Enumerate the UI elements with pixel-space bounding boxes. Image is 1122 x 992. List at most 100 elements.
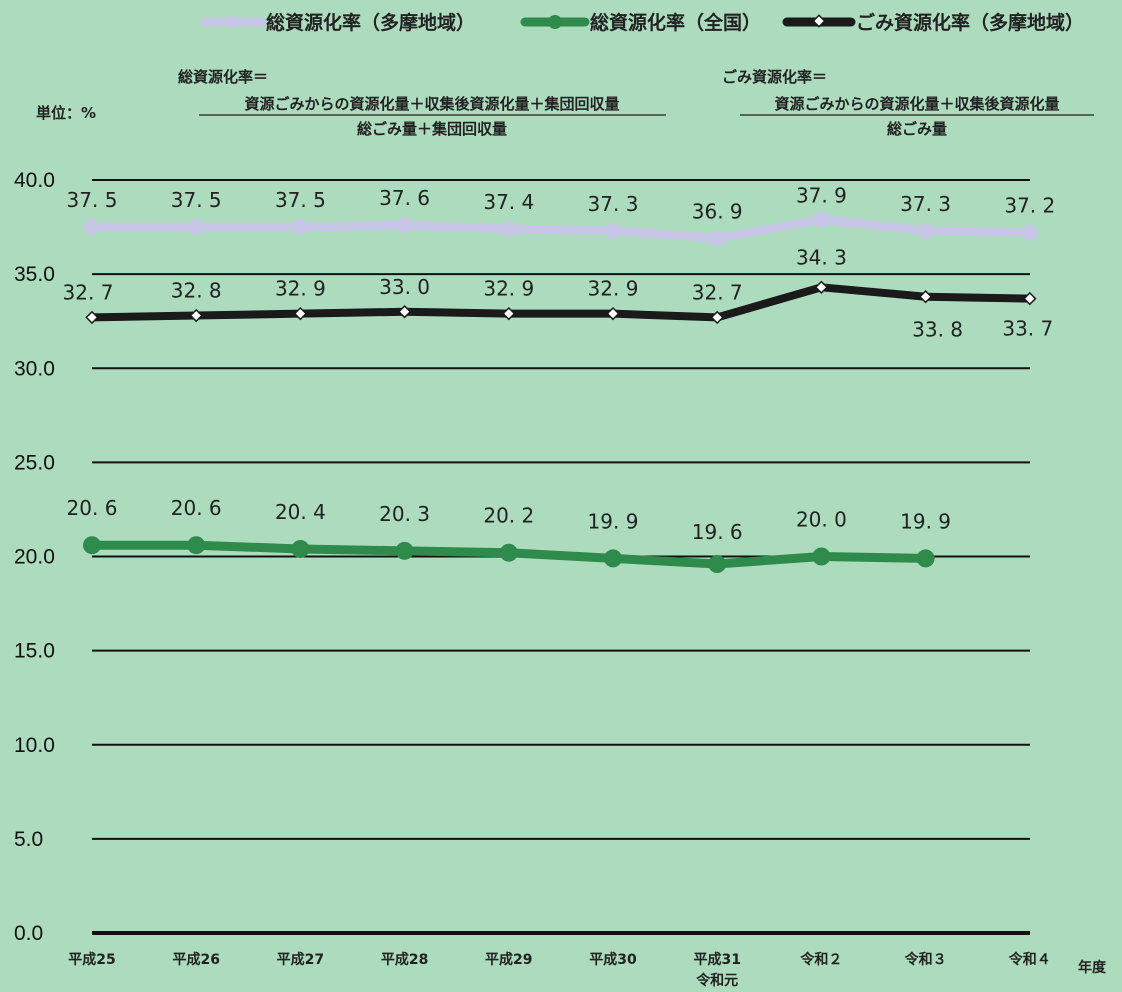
formula-waste-resource-rate: ごみ資源化率＝ 資源ごみからの資源化量＋収集後資源化量 総ごみ量	[722, 68, 1094, 138]
data-label-tama-waste: 32. 7	[63, 280, 114, 304]
data-label-national: 20. 0	[796, 508, 847, 532]
data-label-tama-waste: 32. 8	[171, 279, 222, 303]
data-label-tama-waste: 32. 9	[483, 277, 534, 301]
formula-denominator: 総ごみ量＋集団回収量	[357, 120, 507, 138]
x-tick-label: 令和２	[799, 951, 842, 968]
data-point-national	[812, 547, 831, 566]
y-tick-label: 5.0	[14, 828, 43, 851]
data-label-tama-total: 37. 6	[379, 186, 430, 210]
data-point-tama-waste	[710, 310, 724, 325]
data-labels: 37. 5 37. 5 37. 5 37. 6 37. 4 37. 3 36. 9 37. 9…	[63, 184, 1056, 544]
data-label-tama-waste: 34. 3	[796, 245, 847, 269]
data-point-tama-waste	[1023, 291, 1037, 306]
y-tick-label: 30.0	[14, 357, 55, 380]
data-label-national: 19. 9	[588, 509, 639, 533]
data-label-national: 20. 6	[171, 496, 222, 520]
data-point-tama-waste	[85, 310, 99, 325]
x-tick-label: 平成25	[68, 951, 115, 968]
data-label-national: 20. 4	[275, 500, 326, 524]
data-point-tama-waste	[918, 289, 933, 304]
legend-marker-tama-waste	[812, 14, 826, 28]
data-label-tama-waste: 33. 7	[1002, 317, 1053, 341]
data-label-national: 19. 9	[900, 509, 951, 533]
data-point-tama-waste	[189, 308, 203, 323]
data-point-tama-total	[709, 230, 726, 247]
data-label-tama-total: 37. 5	[171, 188, 222, 212]
data-point-tama-total	[813, 211, 830, 228]
y-tick-label: 40.0	[14, 169, 55, 192]
legend-label-tama-waste: ごみ資源化率（多摩地域）	[856, 11, 1084, 34]
y-tick-label: 20.0	[14, 546, 55, 569]
x-axis-unit: 年度	[1078, 959, 1107, 976]
x-tick-label: 平成30	[589, 951, 637, 968]
formula-title: ごみ資源化率＝	[722, 68, 827, 86]
data-label-tama-waste: 32. 9	[275, 277, 326, 301]
legend-marker-tama-total	[227, 16, 239, 28]
data-point-tama-total	[1021, 224, 1038, 241]
data-label-national: 19. 6	[692, 520, 743, 544]
x-tick-label: 平成28	[381, 951, 428, 968]
data-point-national	[708, 555, 727, 574]
y-tick-label: 0.0	[14, 922, 43, 945]
data-label-tama-total: 37. 4	[483, 190, 534, 214]
data-point-national	[83, 536, 101, 555]
data-point-tama-total	[605, 222, 621, 239]
data-point-national	[604, 549, 622, 568]
data-label-tama-total: 37. 5	[67, 188, 118, 212]
data-label-tama-total: 37. 5	[275, 188, 326, 212]
data-label-tama-waste: 32. 7	[692, 280, 743, 304]
series-line-tama-waste	[88, 283, 1034, 322]
x-axis-ticks: 平成25 平成26 平成27 平成28 平成29 平成30 平成31 令和元 令和２ 令和３ 令和４	[68, 951, 1051, 989]
data-label-tama-total: 37. 3	[588, 192, 639, 216]
data-point-tama-waste	[606, 306, 620, 321]
data-label-tama-total: 37. 2	[1004, 194, 1055, 218]
series	[83, 211, 1038, 574]
x-tick-sublabel: 令和元	[695, 972, 738, 989]
series-line-tama-total	[87, 215, 1035, 243]
formula-numerator: 資源ごみからの資源化量＋収集後資源化量＋集団回収量	[244, 95, 619, 113]
data-label-tama-total: 37. 3	[900, 192, 951, 216]
data-point-national	[395, 541, 414, 560]
data-point-national	[916, 549, 935, 568]
formula-total-resource-rate: 総資源化率＝ 資源ごみからの資源化量＋収集後資源化量＋集団回収量 総ごみ量＋集団…	[178, 68, 666, 138]
x-tick-label: 平成27	[277, 951, 324, 968]
unit-label: 単位：%	[36, 104, 96, 122]
data-point-tama-total	[84, 219, 100, 236]
x-tick-label: 平成26	[172, 951, 219, 968]
data-label-tama-waste: 33. 8	[912, 318, 963, 342]
data-label-tama-total: 36. 9	[692, 199, 743, 223]
y-tick-label: 25.0	[14, 451, 55, 474]
formula-denominator: 総ごみ量	[887, 120, 947, 138]
data-point-tama-waste	[502, 306, 516, 321]
formula-title: 総資源化率＝	[178, 68, 268, 86]
formula-numerator: 資源ごみからの資源化量＋収集後資源化量	[774, 95, 1059, 113]
data-label-national: 20. 2	[483, 504, 534, 528]
data-point-tama-waste	[814, 280, 829, 295]
x-tick-label: 令和４	[1008, 951, 1051, 968]
x-tick-label: 平成29	[485, 951, 532, 968]
y-tick-label: 35.0	[14, 263, 55, 286]
data-label-tama-waste: 33. 0	[379, 275, 430, 299]
legend-label-national: 総資源化率（全国）	[590, 11, 761, 34]
legend-marker-national	[548, 15, 562, 29]
x-tick-label: 平成31	[693, 951, 740, 968]
data-point-tama-total	[188, 219, 205, 236]
data-point-tama-waste	[397, 305, 412, 319]
data-point-national	[291, 539, 310, 558]
data-point-tama-total	[500, 220, 517, 237]
data-label-national: 20. 6	[67, 496, 118, 520]
data-label-tama-total: 37. 9	[796, 184, 847, 208]
data-point-national	[499, 543, 518, 562]
y-tick-label: 10.0	[14, 734, 55, 757]
data-label-tama-waste: 32. 9	[588, 277, 639, 301]
data-label-national: 20. 3	[379, 502, 430, 526]
data-point-tama-total	[292, 219, 309, 236]
data-point-national	[187, 536, 206, 555]
legend: 総資源化率（多摩地域） 総資源化率（全国） ごみ資源化率（多摩地域）	[200, 11, 1084, 34]
data-point-tama-total	[917, 222, 934, 239]
data-point-tama-total	[396, 217, 413, 234]
legend-label-tama-total: 総資源化率（多摩地域）	[266, 11, 475, 34]
x-tick-label: 令和３	[904, 951, 947, 968]
